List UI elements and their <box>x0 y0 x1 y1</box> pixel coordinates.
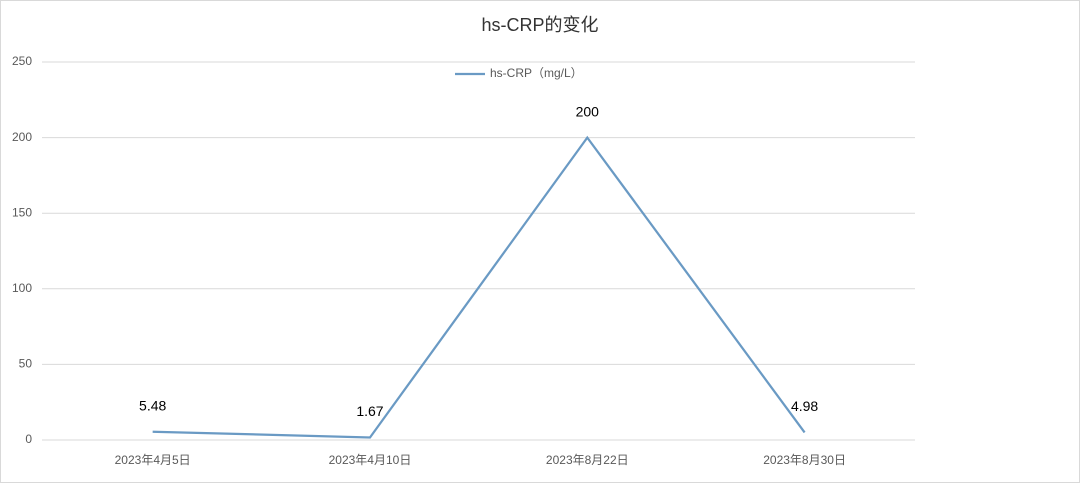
data-label: 5.48 <box>139 397 166 413</box>
y-tick-label: 250 <box>12 54 32 68</box>
y-tick-label: 100 <box>12 281 32 295</box>
data-label: 1.67 <box>356 403 383 419</box>
data-label: 200 <box>576 103 600 119</box>
data-label: 4.98 <box>791 398 818 414</box>
y-tick-label: 50 <box>19 357 33 371</box>
x-tick-label: 2023年4月10日 <box>329 453 412 467</box>
chart-title: hs-CRP的变化 <box>481 15 598 35</box>
x-tick-label: 2023年8月22日 <box>546 453 629 467</box>
data-line <box>152 135 806 439</box>
y-tick-label: 150 <box>12 205 32 219</box>
x-tick-label: 2023年8月30日 <box>763 453 846 467</box>
y-tick-label: 200 <box>12 130 32 144</box>
x-tick-label: 2023年4月5日 <box>115 453 191 467</box>
legend-label: hs-CRP（mg/L） <box>490 66 583 80</box>
y-tick-label: 0 <box>25 432 32 446</box>
